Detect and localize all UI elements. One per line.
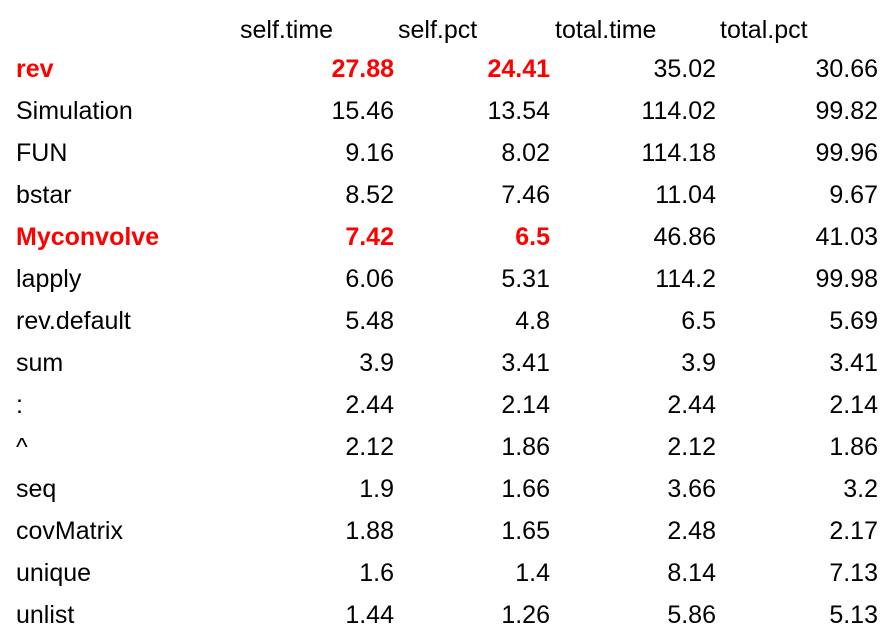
row-total-time: 2.12 — [667, 433, 716, 461]
row-self-time: 27.88 — [331, 55, 394, 83]
row-self-time: 7.42 — [345, 223, 394, 251]
row-self-pct: 4.8 — [515, 307, 550, 335]
row-self-time: 8.52 — [345, 181, 394, 209]
table-row: unique 1.6 1.4 8.14 7.13 — [0, 552, 892, 594]
table-row: Simulation 15.46 13.54 114.02 99.82 — [0, 90, 892, 132]
row-self-time: 1.88 — [345, 517, 394, 545]
row-total-pct: 5.69 — [829, 307, 878, 335]
row-self-pct: 2.14 — [501, 391, 550, 419]
row-name: FUN — [16, 139, 68, 167]
row-name: bstar — [16, 181, 72, 209]
column-header-total-time: total.time — [555, 16, 657, 44]
row-name: sum — [16, 349, 64, 377]
row-self-pct: 6.5 — [515, 223, 550, 251]
row-name: unique — [16, 559, 92, 587]
row-total-time: 8.14 — [667, 559, 716, 587]
row-total-time: 2.48 — [667, 517, 716, 545]
row-self-pct: 1.26 — [501, 601, 550, 629]
row-total-time: 3.66 — [667, 475, 716, 503]
row-total-time: 46.86 — [653, 223, 716, 251]
row-total-time: 114.2 — [655, 265, 716, 293]
row-self-pct: 13.54 — [487, 97, 550, 125]
row-self-time: 2.12 — [345, 433, 394, 461]
row-name: : — [16, 391, 23, 419]
row-total-pct: 99.98 — [815, 265, 878, 293]
row-self-pct: 3.41 — [501, 349, 550, 377]
table-row: ^ 2.12 1.86 2.12 1.86 — [0, 426, 892, 468]
row-self-time: 15.46 — [331, 97, 394, 125]
row-total-time: 114.02 — [641, 97, 716, 125]
row-self-pct: 5.31 — [501, 265, 550, 293]
row-total-time: 2.44 — [667, 391, 716, 419]
row-self-time: 2.44 — [345, 391, 394, 419]
table-row: FUN 9.16 8.02 114.18 99.96 — [0, 132, 892, 174]
row-total-pct: 99.82 — [815, 97, 878, 125]
row-name: rev — [16, 55, 54, 83]
table-row: lapply 6.06 5.31 114.2 99.98 — [0, 258, 892, 300]
row-name: ^ — [16, 433, 28, 461]
row-name: lapply — [16, 265, 82, 293]
row-total-pct: 2.17 — [829, 517, 878, 545]
row-self-time: 1.44 — [345, 601, 394, 629]
row-total-pct: 1.86 — [829, 433, 878, 461]
row-total-pct: 30.66 — [815, 55, 878, 83]
column-header-self-time: self.time — [240, 16, 334, 44]
row-self-pct: 1.86 — [501, 433, 550, 461]
row-self-time: 1.6 — [359, 559, 394, 587]
row-self-pct: 1.4 — [515, 559, 550, 587]
row-name: Simulation — [16, 97, 133, 125]
row-total-pct: 5.13 — [829, 601, 878, 629]
table-row: rev 27.88 24.41 35.02 30.66 — [0, 48, 892, 90]
row-self-pct: 1.65 — [501, 517, 550, 545]
row-self-time: 1.9 — [359, 475, 394, 503]
row-self-time: 5.48 — [345, 307, 394, 335]
table-row: sum 3.9 3.41 3.9 3.41 — [0, 342, 892, 384]
row-self-time: 3.9 — [359, 349, 394, 377]
row-total-time: 3.9 — [681, 349, 716, 377]
table-row: rev.default 5.48 4.8 6.5 5.69 — [0, 300, 892, 342]
row-total-pct: 41.03 — [815, 223, 878, 251]
table-row: : 2.44 2.14 2.44 2.14 — [0, 384, 892, 426]
table-row: Myconvolve 7.42 6.5 46.86 41.03 — [0, 216, 892, 258]
row-self-pct: 1.66 — [501, 475, 550, 503]
column-header-total-pct: total.pct — [720, 16, 808, 44]
row-total-time: 5.86 — [667, 601, 716, 629]
row-total-time: 35.02 — [653, 55, 716, 83]
row-name: unlist — [16, 601, 75, 629]
table-row: seq 1.9 1.66 3.66 3.2 — [0, 468, 892, 510]
table-row: covMatrix 1.88 1.65 2.48 2.17 — [0, 510, 892, 552]
row-total-pct: 3.2 — [843, 475, 878, 503]
row-self-pct: 24.41 — [487, 55, 550, 83]
row-self-pct: 8.02 — [501, 139, 550, 167]
row-total-time: 11.04 — [655, 181, 716, 209]
row-name: seq — [16, 475, 57, 503]
table-header: self.time self.pct total.time total.pct — [0, 0, 892, 48]
table-body: rev 27.88 24.41 35.02 30.66 Simulation 15.46 13… — [0, 48, 892, 636]
row-total-pct: 7.13 — [829, 559, 878, 587]
table-row: bstar 8.52 7.46 11.04 9.67 — [0, 174, 892, 216]
row-total-pct: 9.67 — [829, 181, 878, 209]
table-row: unlist 1.44 1.26 5.86 5.13 — [0, 594, 892, 636]
row-self-time: 6.06 — [345, 265, 394, 293]
row-total-pct: 2.14 — [829, 391, 878, 419]
column-header-self-pct: self.pct — [398, 16, 478, 44]
row-name: Myconvolve — [16, 223, 160, 251]
row-total-pct: 3.41 — [829, 349, 878, 377]
row-self-pct: 7.46 — [501, 181, 550, 209]
row-total-pct: 99.96 — [815, 139, 878, 167]
row-total-time: 6.5 — [681, 307, 716, 335]
row-self-time: 9.16 — [345, 139, 394, 167]
row-total-time: 114.18 — [641, 139, 716, 167]
row-name: covMatrix — [16, 517, 123, 545]
row-name: rev.default — [16, 307, 131, 335]
